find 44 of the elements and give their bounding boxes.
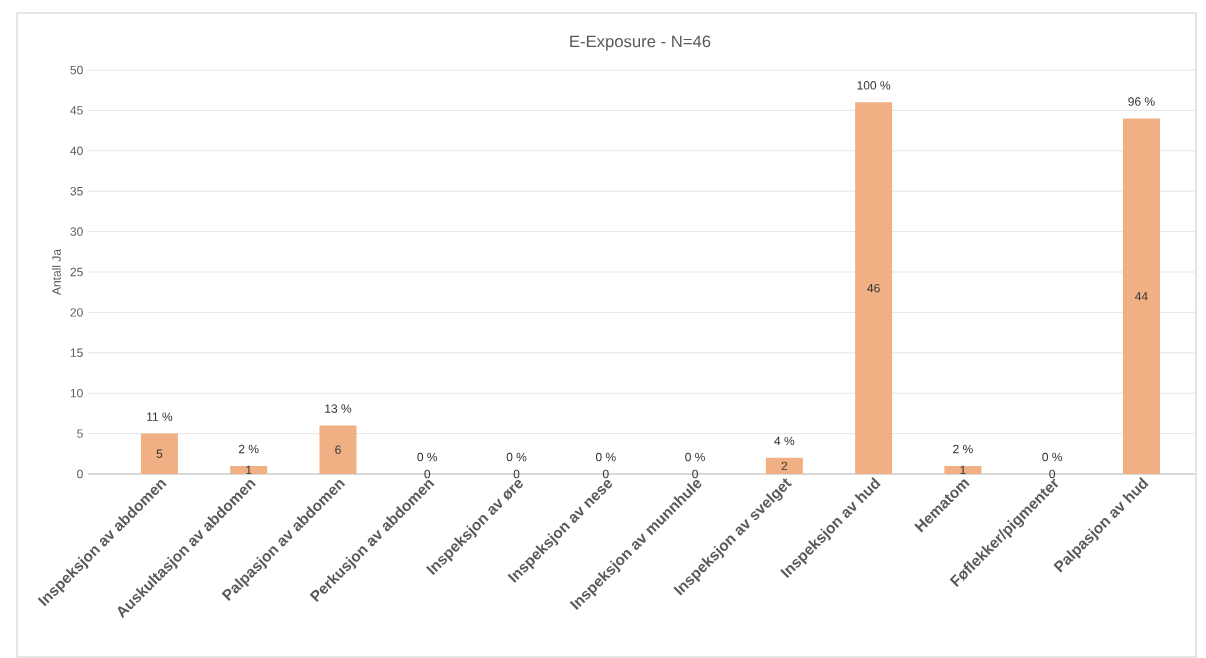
data-label: 44 (1135, 292, 1148, 301)
data-label: 0 (692, 469, 698, 479)
bar (140, 433, 178, 474)
annotation: 96 % (1128, 97, 1155, 106)
data-label: 2 (781, 461, 788, 471)
bar (1122, 118, 1160, 474)
y-tick-label: 40 (70, 146, 83, 156)
annotation: 100 % (857, 81, 891, 90)
annotation: 0 % (417, 452, 438, 462)
data-label: 5 (156, 449, 163, 458)
data-label: 6 (335, 445, 341, 455)
data-label: 0 (602, 469, 609, 479)
y-tick-label: 35 (70, 186, 83, 196)
annotation: 11 % (147, 412, 173, 421)
annotation: 0 % (1042, 452, 1063, 462)
annotation: 2 % (953, 444, 973, 454)
data-label: 1 (960, 465, 966, 475)
annotation: 0 % (506, 452, 527, 462)
y-tick-label: 0 (77, 469, 83, 479)
bar (855, 102, 893, 474)
y-tick-label: 30 (70, 227, 83, 236)
y-tick-label: 15 (70, 348, 83, 357)
bar (319, 425, 357, 474)
data-label: 0 (513, 469, 520, 479)
chart-title: E-Exposure - N=46 (570, 35, 711, 51)
bar (765, 457, 803, 474)
y-tick-label: 50 (70, 65, 83, 75)
annotation: 2 % (238, 444, 259, 454)
data-label: 1 (246, 465, 252, 475)
y-axis-title: Antall Ja (51, 249, 61, 295)
annotation: 4 % (774, 436, 795, 446)
bar (944, 465, 982, 474)
y-tick-label: 45 (70, 106, 83, 115)
y-tick-label: 10 (70, 388, 83, 398)
annotation: 0 % (595, 452, 616, 462)
y-tick-label: 5 (77, 429, 83, 438)
annotation: 0 % (685, 452, 705, 462)
data-label: 46 (867, 283, 880, 293)
annotation: 13 % (325, 404, 352, 413)
y-tick-label: 25 (70, 267, 83, 277)
y-tick-label: 20 (70, 308, 83, 317)
data-label: 0 (1049, 469, 1056, 479)
bar (230, 465, 268, 474)
data-label: 0 (424, 469, 431, 479)
